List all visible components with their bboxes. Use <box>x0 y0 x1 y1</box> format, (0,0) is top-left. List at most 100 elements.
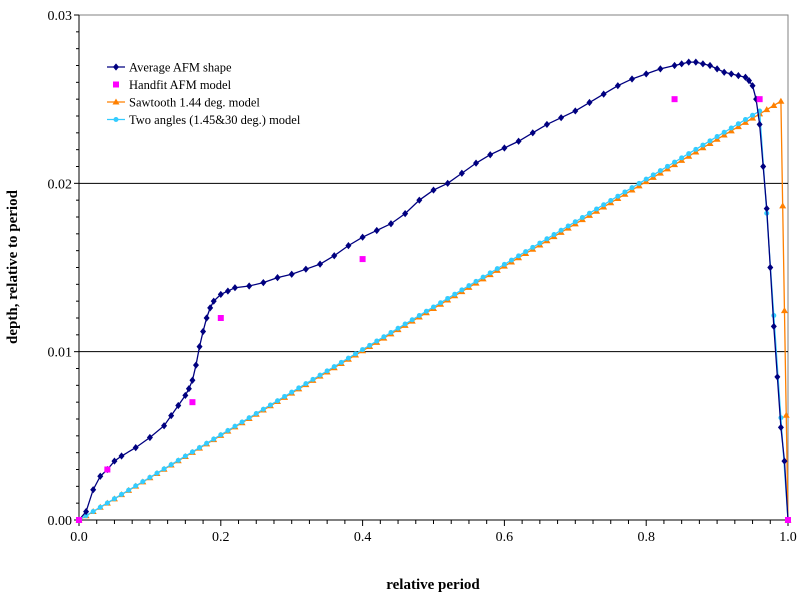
data-point <box>523 249 529 255</box>
data-point <box>416 196 423 204</box>
data-point <box>558 114 565 122</box>
data-point <box>459 287 465 293</box>
data-point <box>217 315 224 321</box>
data-point <box>289 389 295 395</box>
data-point <box>445 295 451 301</box>
x-axis-title: relative period <box>386 577 480 593</box>
data-point <box>782 411 790 418</box>
data-point <box>345 242 352 250</box>
data-point <box>780 307 788 314</box>
data-point <box>204 440 210 446</box>
data-point <box>104 466 111 473</box>
data-point <box>317 372 323 378</box>
data-point <box>614 82 621 90</box>
data-point <box>636 180 642 186</box>
data-point <box>678 60 685 68</box>
data-point <box>275 398 281 404</box>
x-tick-label: 0.6 <box>496 530 514 545</box>
legend-item: Average AFM shape <box>107 61 232 75</box>
series-3 <box>76 108 791 523</box>
data-point <box>381 334 387 340</box>
data-point <box>714 65 721 73</box>
data-point <box>161 466 167 472</box>
legend: Average AFM shape Handfit AFM model Sawtoo… <box>107 61 301 127</box>
data-point <box>331 252 338 260</box>
data-point <box>487 270 493 276</box>
data-point <box>750 112 756 118</box>
data-point <box>192 361 199 369</box>
data-point <box>686 151 692 157</box>
data-point <box>629 185 635 191</box>
data-point <box>353 351 359 357</box>
data-point <box>197 445 203 451</box>
data-point <box>777 97 785 104</box>
data-point <box>781 457 788 465</box>
data-point <box>224 287 231 295</box>
data-point <box>423 308 429 314</box>
data-point <box>388 330 394 336</box>
data-point <box>774 373 781 381</box>
data-point <box>438 300 444 306</box>
legend-item: Two angles (1.45&30 deg.) model <box>107 113 301 127</box>
data-point <box>785 517 791 523</box>
data-point <box>345 355 351 361</box>
data-point <box>185 385 192 393</box>
y-tick-label: 0.02 <box>48 177 73 192</box>
data-point <box>97 504 103 510</box>
data-point <box>721 129 727 135</box>
data-point <box>402 210 409 218</box>
plot-border <box>78 14 789 521</box>
data-point <box>260 406 266 412</box>
data-point <box>302 265 309 273</box>
data-point <box>657 168 663 174</box>
x-tick-label: 0.4 <box>354 530 372 545</box>
data-point <box>622 189 628 195</box>
data-point <box>189 376 196 384</box>
data-point <box>572 219 578 225</box>
data-point <box>779 202 787 209</box>
data-point <box>728 125 734 131</box>
data-point <box>763 106 771 113</box>
data-point <box>601 202 607 208</box>
data-point <box>515 137 522 145</box>
data-point <box>473 278 479 284</box>
data-point <box>508 257 514 263</box>
data-point <box>360 347 366 353</box>
data-point <box>749 82 756 90</box>
data-point <box>742 117 748 123</box>
data-point <box>83 513 89 519</box>
data-point <box>182 453 188 459</box>
data-point <box>387 220 394 228</box>
data-point <box>260 279 267 287</box>
data-point <box>83 507 90 516</box>
data-point <box>146 433 153 442</box>
data-point <box>657 65 664 73</box>
data-point <box>317 260 324 268</box>
data-point <box>113 81 119 88</box>
data-point <box>728 70 735 78</box>
data-point <box>551 232 557 238</box>
y-axis-title: depth, relative to period <box>5 189 21 344</box>
data-point <box>579 215 585 221</box>
data-point <box>699 60 706 68</box>
data-point <box>543 120 550 129</box>
data-point <box>90 508 96 514</box>
data-point <box>189 449 195 455</box>
data-point <box>572 107 579 115</box>
legend-label: Average AFM shape <box>129 61 232 75</box>
data-point <box>586 98 593 107</box>
data-point <box>113 63 119 71</box>
data-point <box>175 457 181 463</box>
data-point <box>246 282 253 290</box>
data-point <box>225 428 231 434</box>
data-point <box>402 321 408 327</box>
data-point <box>600 90 607 98</box>
data-point <box>274 274 281 282</box>
data-point <box>537 240 543 246</box>
data-point <box>516 253 522 259</box>
y-tick-label: 0.00 <box>48 514 73 529</box>
data-point <box>210 297 217 305</box>
data-point <box>111 457 118 465</box>
data-point <box>501 261 507 267</box>
